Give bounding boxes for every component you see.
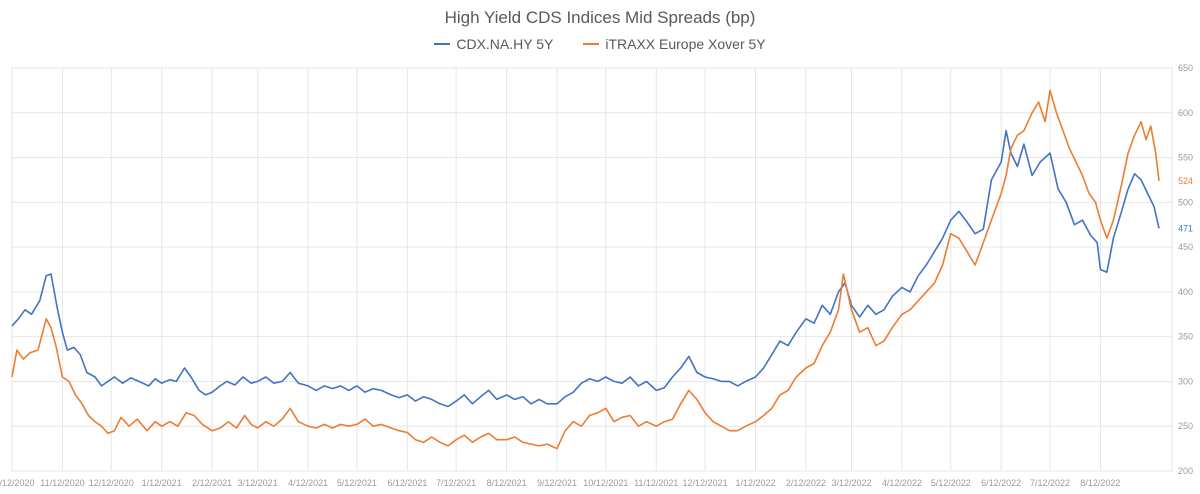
- x-tick-label: 12/12/2021: [683, 478, 728, 488]
- end-value-label-cdx: 471: [1178, 223, 1193, 233]
- legend-item-itraxx: iTRAXX Europe Xover 5Y: [583, 36, 766, 52]
- series-line-cdx: [11, 129, 1160, 408]
- chart-title: High Yield CDS Indices Mid Spreads (bp): [444, 8, 756, 27]
- x-tick-label: 1/12/2021: [142, 478, 182, 488]
- series-line-itraxx: [11, 89, 1160, 450]
- legend-swatch-cdx: [434, 43, 451, 45]
- x-tick-label: 6/12/2022: [981, 478, 1021, 488]
- y-tick-label: 300: [1178, 376, 1193, 386]
- x-tick-label: 2/12/2021: [192, 478, 232, 488]
- y-tick-label: 450: [1178, 242, 1193, 252]
- legend: CDX.NA.HY 5Y iTRAXX Europe Xover 5Y: [0, 36, 1200, 52]
- x-tick-label: 12/12/2020: [89, 478, 134, 488]
- x-tick-label: 7/12/2021: [436, 478, 476, 488]
- x-tick-label: 1/12/2022: [735, 478, 775, 488]
- plot-border: [11, 67, 1173, 472]
- legend-swatch-itraxx: [583, 43, 600, 45]
- x-tick-label: 9/12/2021: [537, 478, 577, 488]
- x-tick-label: 8/12/2021: [487, 478, 527, 488]
- y-tick-label: 650: [1178, 63, 1193, 73]
- x-tick-label: 5/12/2021: [337, 478, 377, 488]
- y-tick-label: 550: [1178, 153, 1193, 163]
- x-tick-label: 4/12/2021: [288, 478, 328, 488]
- y-tick-label: 500: [1178, 197, 1193, 207]
- y-tick-label: 200: [1178, 466, 1193, 476]
- legend-label-cdx: CDX.NA.HY 5Y: [456, 36, 554, 52]
- x-tick-label: 10/12/2020: [0, 478, 35, 488]
- x-tick-label: 3/12/2021: [238, 478, 278, 488]
- x-tick-label: 7/12/2022: [1030, 478, 1070, 488]
- x-tick-label: 8/12/2022: [1080, 478, 1120, 488]
- x-tick-label: 2/12/2022: [786, 478, 826, 488]
- x-tick-label: 11/12/2020: [40, 478, 84, 488]
- y-tick-label: 250: [1178, 421, 1193, 431]
- x-tick-label: 3/12/2022: [831, 478, 871, 488]
- legend-item-cdx: CDX.NA.HY 5Y: [434, 36, 553, 52]
- y-tick-label: 600: [1178, 108, 1193, 118]
- y-tick-label: 400: [1178, 287, 1193, 297]
- x-tick-label: 11/12/2021: [634, 478, 678, 488]
- x-tick-label: 6/12/2021: [387, 478, 427, 488]
- x-tick-label: 5/12/2022: [931, 478, 971, 488]
- y-tick-label: 350: [1178, 332, 1193, 342]
- legend-label-itraxx: iTRAXX Europe Xover 5Y: [605, 36, 766, 52]
- x-tick-label: 10/12/2021: [583, 478, 628, 488]
- end-value-label-itraxx: 524: [1178, 176, 1193, 186]
- x-tick-label: 4/12/2022: [882, 478, 922, 488]
